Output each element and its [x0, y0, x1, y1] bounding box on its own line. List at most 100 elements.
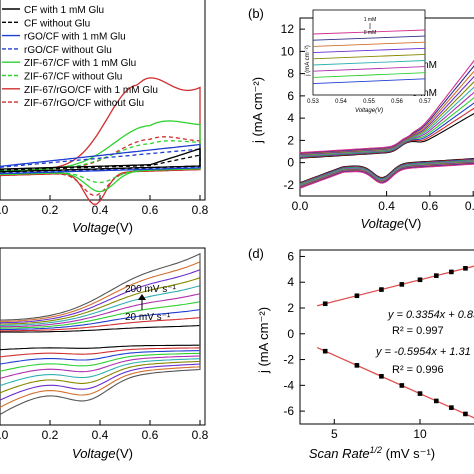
panel-b-label: (b)	[248, 6, 264, 21]
panel-d-point	[433, 398, 439, 404]
panel-b-inset-line-3	[312, 47, 426, 54]
panel-b-inset-x-tick-label: 0.53	[307, 99, 319, 105]
panel-b-inset-x-tick-label: 0.54	[335, 99, 347, 105]
panel-b-y-label: j (mA cm⁻²)	[250, 77, 265, 144]
panel-b-y-tick-label: 12	[281, 22, 295, 36]
panel-d-x-sup: 1/2	[370, 445, 383, 455]
panel-d-x-tick-label: 10	[413, 427, 427, 441]
panel-d-y-tick-label: -4	[283, 378, 294, 392]
panel-d-label: (d)	[248, 246, 264, 261]
panel-b-inset-annotation-low: 0 mM	[364, 30, 377, 36]
panel-d-point	[433, 273, 439, 278]
panel-b-y-tick-label: 10	[281, 44, 295, 58]
panel-d-x-unit: (mV s⁻¹)	[382, 446, 435, 461]
panel-d-point	[379, 374, 384, 379]
panel-b-x-tick-label: 0.8	[465, 199, 474, 213]
panel-d-r2-1: R² = 0.996	[392, 364, 444, 376]
panel-d-y-tick-label: -6	[283, 404, 294, 418]
panel-a-series-0	[0, 77, 201, 205]
panel-d-point	[417, 391, 423, 396]
panel-b-inset-x-label: Voltage(V)	[355, 108, 383, 114]
panel-b-y-tick-label: 4	[287, 111, 294, 125]
panel-b-y-tick-label: -2	[283, 178, 294, 192]
panel-d-point	[417, 277, 423, 283]
panel-d-point	[354, 363, 360, 368]
panel-b-inset-x-tick-label: 0.56	[391, 99, 403, 105]
panel-b-inset-x-tick-label: 0.55	[363, 99, 375, 105]
panel-b-x-label: Voltage(V)	[360, 216, 421, 231]
panel-b-series-10	[299, 59, 474, 189]
panel-b-inset-x-tick-label: 0.57	[419, 99, 431, 105]
panel-d-y-tick-label: -2	[283, 353, 294, 367]
panel-d-point	[449, 269, 454, 275]
panel-c-x-tick-label: 0.0	[0, 428, 9, 442]
panel-a-x-tick-label: 0.4	[92, 203, 109, 217]
panel-c-x-tick-label: 0.2	[42, 428, 59, 442]
panel-d-y-tick-label: 6	[287, 249, 294, 263]
panel-b-y-tick-label: 2	[287, 133, 294, 147]
panel-a-legend-label: ZIF-67/CF with 1 mM Glu	[24, 58, 136, 69]
panel-d-y-tick-label: 4	[287, 275, 294, 289]
panel-d-r2-0: R² = 0.997	[392, 325, 444, 337]
panel-a-legend-label: ZIF-67/CF without Glu	[24, 72, 122, 83]
panel-b-inset-line-1	[312, 35, 426, 41]
panel-c-frame	[0, 247, 206, 426]
panel-d-point	[463, 411, 468, 417]
panel-a-x-label: Voltage(V)	[72, 220, 133, 235]
panel-c-annotation-low: 20 mV s⁻¹	[125, 312, 171, 323]
panel-d-equation-0: y = 0.3354x + 0.835	[387, 309, 474, 321]
panel-d-point	[379, 287, 384, 292]
panel-c-series-200	[0, 252, 201, 415]
panel-a-x-tick-label: 0.8	[192, 203, 209, 217]
panel-a-legend-label: rGO/CF without Glu	[24, 45, 112, 56]
panel-a-legend-label: rGO/CF with 1 mM Glu	[24, 32, 126, 43]
panel-d-point	[322, 301, 328, 307]
panel-b-inset-line-5	[312, 60, 426, 66]
panel-b-y-tick-label: 8	[287, 67, 294, 81]
panel-b-x-tick-label: 0.6	[422, 199, 439, 213]
panel-a-legend-label: CF with 1 mM Glu	[24, 5, 104, 16]
panel-a-series-7	[0, 154, 201, 173]
panel-d-equation-1: y = -0.5954x + 1.31	[375, 346, 471, 358]
panel-b-series-1	[299, 107, 474, 184]
panel-c-x-unit: (V)	[116, 446, 133, 461]
panel-c-arrowhead	[138, 294, 146, 300]
panel-b-inset-line-4	[312, 53, 426, 60]
panel-a-series-5	[0, 148, 201, 174]
panel-d-x-label: Scan Rate1/2 (mV s⁻¹)	[309, 445, 435, 461]
panel-d-point	[463, 266, 468, 271]
panel-b-y-tick-label: 6	[287, 89, 294, 103]
panel-c-x-label: Voltage(V)	[72, 446, 133, 461]
panel-b-series-2	[299, 102, 474, 185]
panel-b-inset-line-8	[312, 78, 426, 85]
panel-b-inset-annotation-high: 1 mM	[364, 17, 377, 23]
panel-d-frame	[299, 249, 474, 425]
panel-a-x-unit: (V)	[116, 220, 133, 235]
panel-d-point	[449, 405, 454, 410]
panel-d-x-tick-label: 5	[331, 427, 338, 441]
panel-c-x-tick-label: 0.8	[192, 428, 209, 442]
panel-a-legend-label: CF without Glu	[24, 18, 90, 29]
panel-b-inset-y-label: j (mA cm⁻²)	[305, 45, 311, 77]
panel-d-point	[399, 383, 405, 388]
panel-c-x-tick-label: 0.6	[142, 428, 159, 442]
panel-b-inset-line-6	[312, 66, 426, 72]
panel-a-legend-label: ZIF-67/rGO/CF with 1 mM Glu	[24, 85, 158, 96]
panel-a-legend-label: ZIF-67/rGO/CF without Glu	[24, 98, 144, 109]
panel-b-inset-line-2	[312, 41, 426, 47]
panel-b-inset-line-0	[312, 29, 426, 35]
panel-d-y-tick-label: 0	[287, 327, 294, 341]
panel-b-series-4	[299, 91, 474, 186]
panel-d-point	[322, 348, 328, 354]
panel-b-inset-line-7	[312, 72, 426, 78]
panel-b-x-unit: (V)	[404, 216, 421, 231]
panel-a-frame	[0, 0, 206, 201]
panel-a-x-tick-label: 0.6	[142, 203, 159, 217]
panel-c-annotation-high: 200 mV s⁻¹	[125, 284, 177, 295]
panel-d-y-label: j (mA cm⁻²)	[256, 307, 271, 374]
panel-d-point	[354, 293, 360, 299]
panel-b-y-tick-label: 0	[287, 156, 294, 170]
panel-a-x-tick-label: 0.0	[0, 203, 9, 217]
panel-b-x-tick-label: 0.0	[292, 199, 309, 213]
